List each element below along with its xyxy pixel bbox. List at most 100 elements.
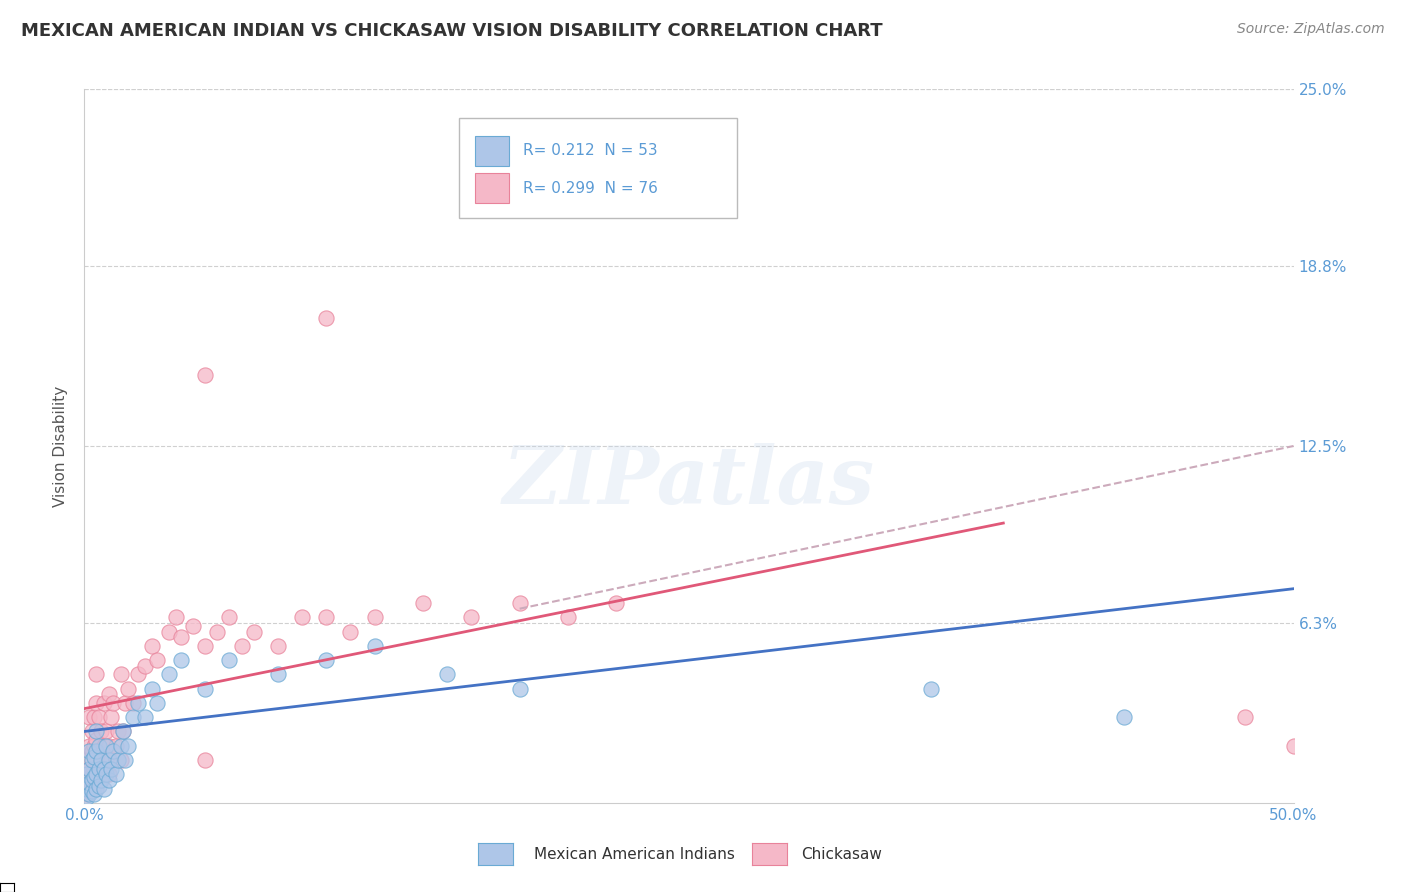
Point <box>97 739 120 753</box>
Point <box>117 681 139 696</box>
Point <box>76 787 98 801</box>
Point <box>83 762 105 776</box>
Point <box>127 667 149 681</box>
Point <box>557 196 579 211</box>
Point <box>94 767 117 781</box>
Point <box>77 787 100 801</box>
Point <box>86 772 108 787</box>
Point <box>267 667 290 681</box>
Point <box>97 687 120 701</box>
Point <box>83 770 105 784</box>
Point <box>104 739 127 753</box>
Text: R= 0.299  N = 76: R= 0.299 N = 76 <box>523 181 658 196</box>
Point <box>117 739 139 753</box>
Point <box>93 762 115 776</box>
Point <box>86 724 108 739</box>
Point <box>231 639 253 653</box>
Point <box>76 767 98 781</box>
Point <box>170 653 193 667</box>
Point <box>76 753 98 767</box>
Point <box>80 744 103 758</box>
Point <box>100 762 122 776</box>
Point <box>86 744 108 758</box>
Point <box>103 744 125 758</box>
Point <box>83 710 105 724</box>
Point <box>315 610 337 624</box>
Point <box>94 762 117 776</box>
Point <box>100 753 122 767</box>
Point <box>146 696 169 710</box>
Point <box>194 639 217 653</box>
Bar <box>475 136 509 166</box>
Point <box>110 753 132 767</box>
Text: R= 0.212  N = 53: R= 0.212 N = 53 <box>523 143 658 158</box>
Point <box>100 710 122 724</box>
Point <box>121 696 143 710</box>
Text: MEXICAN AMERICAN INDIAN VS CHICKASAW VISION DISABILITY CORRELATION CHART: MEXICAN AMERICAN INDIAN VS CHICKASAW VIS… <box>21 22 883 40</box>
Point <box>83 779 105 793</box>
Point <box>83 787 105 801</box>
Point <box>76 781 98 796</box>
Point <box>104 767 127 781</box>
Point <box>920 681 942 696</box>
Point <box>114 696 136 710</box>
Point <box>76 779 98 793</box>
Point <box>242 624 264 639</box>
Text: Source: ZipAtlas.com: Source: ZipAtlas.com <box>1237 22 1385 37</box>
Point <box>76 767 98 781</box>
Point <box>93 767 115 781</box>
Point <box>80 772 103 787</box>
Point <box>86 733 108 747</box>
Point <box>363 610 385 624</box>
Point <box>121 710 143 724</box>
Point <box>77 784 100 798</box>
Point <box>94 739 117 753</box>
Point <box>77 739 100 753</box>
Point <box>77 744 100 758</box>
Point <box>87 739 110 753</box>
Point <box>97 772 120 787</box>
Point <box>114 753 136 767</box>
Point <box>77 710 100 724</box>
Point <box>77 762 100 776</box>
Point <box>86 767 108 781</box>
Point <box>80 724 103 739</box>
Point <box>77 772 100 787</box>
Point <box>460 610 482 624</box>
Point <box>134 710 156 724</box>
Point <box>76 790 98 805</box>
Point <box>86 781 108 796</box>
Point <box>112 724 135 739</box>
Point <box>141 639 163 653</box>
Point <box>80 784 103 798</box>
Point <box>315 653 337 667</box>
Y-axis label: Vision Disability: Vision Disability <box>53 385 69 507</box>
Point <box>90 772 112 787</box>
Point <box>605 596 627 610</box>
Point <box>87 779 110 793</box>
Point <box>107 724 129 739</box>
Point <box>207 624 229 639</box>
Point <box>315 310 337 325</box>
Point <box>94 724 117 739</box>
Point <box>194 368 217 382</box>
Point <box>363 639 385 653</box>
Point <box>112 724 135 739</box>
Point <box>412 596 434 610</box>
Point <box>194 753 217 767</box>
Point <box>97 767 120 781</box>
Point <box>80 781 103 796</box>
Point <box>165 610 187 624</box>
Point <box>87 762 110 776</box>
Point <box>181 619 204 633</box>
Text: ZIPatlas: ZIPatlas <box>503 443 875 520</box>
Point <box>86 696 108 710</box>
Point <box>90 772 112 787</box>
Point <box>146 653 169 667</box>
Point <box>218 610 240 624</box>
Point <box>218 653 240 667</box>
Point <box>267 639 290 653</box>
Point <box>83 750 105 764</box>
Point <box>80 753 103 767</box>
Point <box>107 753 129 767</box>
